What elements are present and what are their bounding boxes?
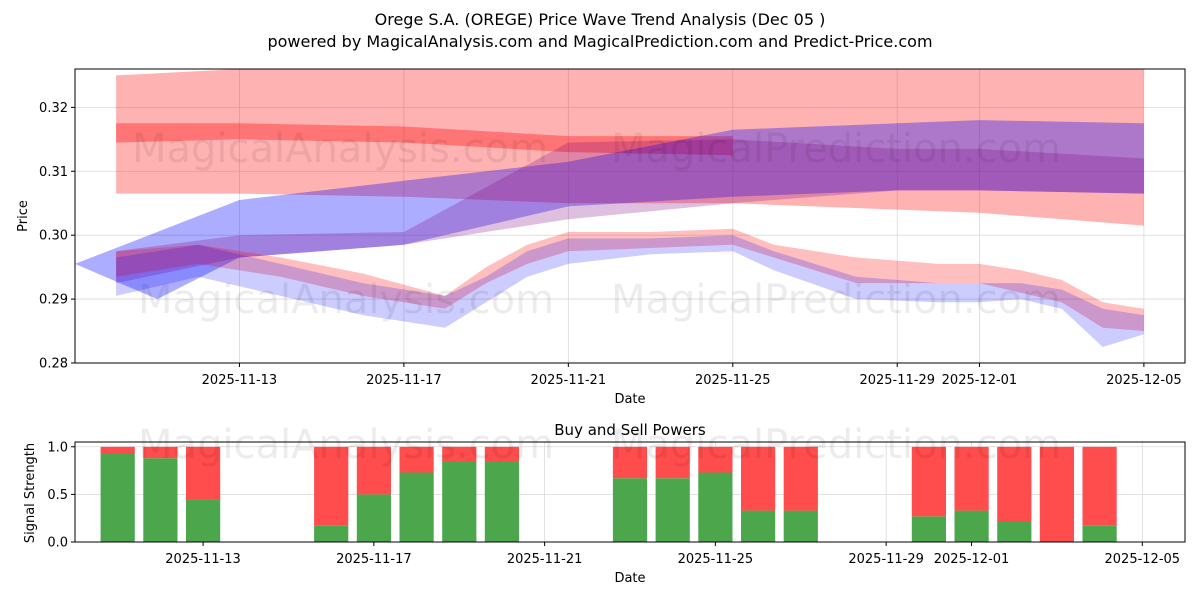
sell-power-bar (442, 446, 477, 462)
sell-power-bar (783, 446, 818, 511)
wide-red-band (116, 69, 1144, 226)
sell-power-bar (356, 446, 391, 495)
power-y-axis: 0.0 0.5 1.0 (47, 440, 75, 551)
power-x-tick-label: 2025-11-13 (165, 552, 241, 567)
watermark-analysis-mid: MagicalAnalysis.com (138, 277, 554, 323)
sell-power-bar (399, 446, 434, 473)
power-bars (100, 446, 1117, 542)
price-y-tick-label: 0.28 (39, 357, 68, 372)
price-y-tick-label: 0.32 (39, 101, 68, 116)
price-wave-chart: MagicalAnalysis.com MagicalPrediction.co… (16, 68, 1186, 407)
power-x-tick-label: 2025-11-29 (848, 552, 924, 567)
buy-power-bar (356, 494, 391, 542)
power-plot-frame (74, 441, 1186, 543)
buy-power-bar (484, 462, 519, 542)
price-x-tick-label: 2025-11-21 (531, 373, 607, 388)
price-wave-blue (116, 235, 1144, 347)
price-wave-red (116, 228, 1144, 331)
sell-power-bar (655, 446, 690, 479)
watermark-analysis-top: MagicalAnalysis.com (132, 126, 548, 172)
buy-power-bar (655, 478, 690, 542)
buy-power-bar (314, 525, 349, 542)
buy-power-bar (1082, 525, 1117, 542)
watermark-prediction-bottom: MagicalPrediction.com (611, 422, 1061, 468)
price-x-tick-label: 2025-11-17 (366, 373, 442, 388)
price-x-tick-label: 2025-12-05 (1106, 373, 1182, 388)
sell-power-bar (954, 446, 989, 511)
price-y-tick-label: 0.30 (39, 229, 68, 244)
buy-sell-title: Buy and Sell Powers (554, 421, 706, 439)
power-x-tick-label: 2025-11-25 (678, 552, 754, 567)
buy-power-bar (612, 478, 648, 542)
purple-band (116, 139, 1144, 284)
power-x-axis-title: Date (614, 571, 645, 586)
sell-power-bar (911, 446, 946, 517)
sell-power-bar (612, 446, 648, 479)
narrow-red-band (116, 123, 733, 156)
buy-power-bar (442, 462, 477, 542)
buy-sell-power-chart: Buy and Sell Powers MagicalAnalysis.com … (23, 421, 1186, 586)
sell-power-bar (100, 446, 135, 454)
power-x-tick-label: 2025-12-01 (934, 552, 1010, 567)
power-x-tick-label: 2025-11-21 (507, 552, 583, 567)
buy-power-bar (186, 499, 221, 542)
power-y-tick-label: 1.0 (47, 440, 68, 455)
buy-power-bar (741, 510, 776, 542)
power-y-tick-label: 0.0 (47, 536, 68, 551)
price-plot-frame (74, 68, 1186, 364)
buy-power-bar (954, 510, 989, 542)
price-y-tick-label: 0.29 (39, 293, 68, 308)
watermark-analysis-bottom: MagicalAnalysis.com (138, 422, 554, 468)
price-x-tick-label: 2025-11-29 (859, 373, 935, 388)
price-x-axis: 2025-11-13 2025-11-17 2025-11-21 2025-11-25… (202, 363, 1182, 388)
buy-power-bar (698, 472, 733, 542)
buy-power-bar (783, 510, 818, 542)
price-x-tick-label: 2025-11-13 (202, 373, 278, 388)
price-y-tick-label: 0.31 (39, 165, 68, 180)
watermark-prediction-mid: MagicalPrediction.com (611, 277, 1061, 323)
sell-power-bar (186, 446, 221, 500)
watermark-prediction-top: MagicalPrediction.com (611, 126, 1061, 172)
price-x-tick-label: 2025-11-25 (695, 373, 771, 388)
power-x-tick-label: 2025-12-05 (1105, 552, 1181, 567)
price-bands (75, 69, 1144, 347)
sell-power-bar (484, 446, 519, 462)
chart-title-line1: Orege S.A. (OREGE) Price Wave Trend Anal… (375, 10, 826, 29)
sell-power-bar (997, 446, 1032, 522)
price-x-axis-title: Date (614, 392, 645, 407)
buy-power-bar (100, 453, 135, 542)
power-x-axis: 2025-11-13 2025-11-17 2025-11-21 2025-11-25… (165, 542, 1180, 567)
sell-power-bar (698, 446, 733, 473)
sell-power-bar (314, 446, 349, 526)
buy-power-bar (143, 458, 178, 542)
price-y-axis: 0.28 0.29 0.30 0.31 0.32 (39, 101, 75, 372)
buy-power-bar (399, 472, 434, 542)
buy-power-bar (911, 516, 946, 542)
sell-power-bar (1039, 446, 1074, 542)
power-y-tick-label: 0.5 (47, 488, 68, 503)
power-y-axis-title: Signal Strength (23, 443, 38, 543)
sell-power-bar (1082, 446, 1117, 526)
price-grid (75, 69, 1185, 364)
chart-title-line2: powered by MagicalAnalysis.com and Magic… (267, 32, 932, 51)
buy-power-bar (997, 521, 1032, 542)
sell-power-bar (741, 446, 776, 511)
sell-power-bar (143, 446, 178, 459)
price-y-axis-title: Price (16, 200, 31, 232)
price-x-tick-label: 2025-12-01 (942, 373, 1018, 388)
wide-blue-band (75, 120, 1144, 300)
power-x-tick-label: 2025-11-17 (336, 552, 412, 567)
